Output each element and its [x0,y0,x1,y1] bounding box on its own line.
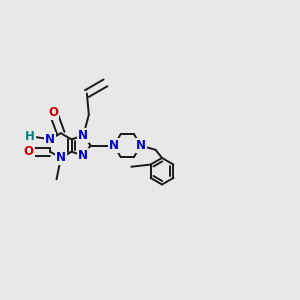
Text: O: O [24,145,34,158]
Text: N: N [56,152,66,164]
Text: H: H [25,130,35,143]
Text: N: N [56,152,66,164]
Text: N: N [136,139,146,152]
Text: N: N [109,139,119,152]
Text: N: N [45,133,55,146]
Text: N: N [78,129,88,142]
Text: O: O [48,106,58,119]
Text: N: N [78,149,88,162]
